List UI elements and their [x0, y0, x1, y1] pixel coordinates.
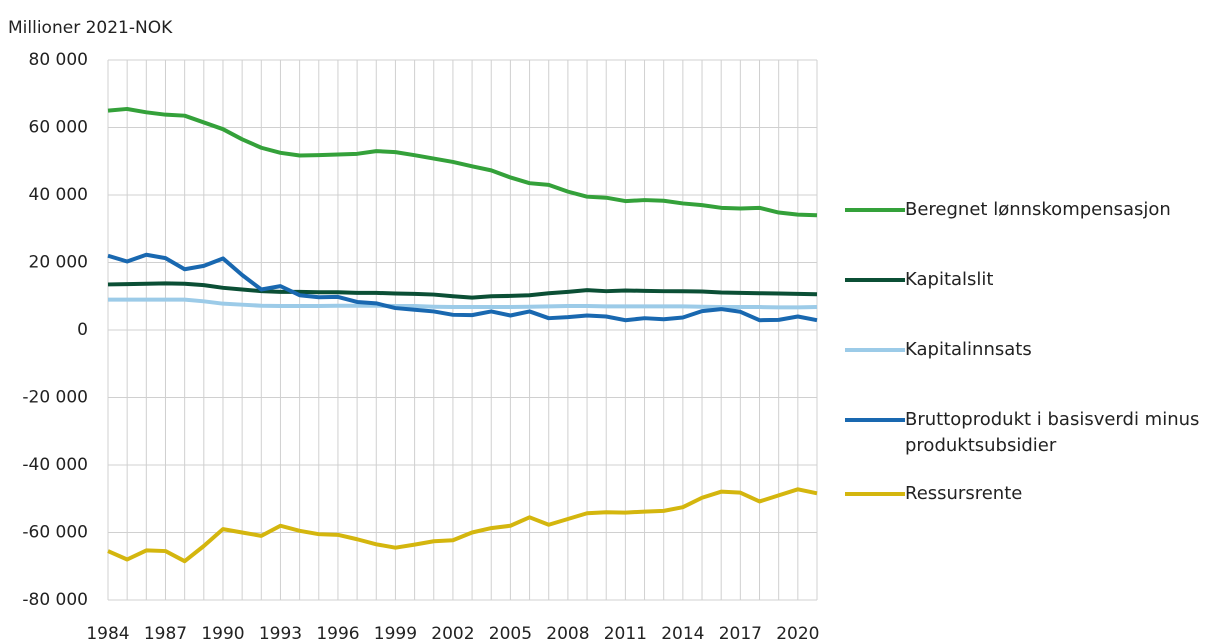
legend-label: Ressursrente	[905, 483, 1023, 504]
x-tick-label: 2020	[776, 624, 819, 642]
legend-label: Beregnet lønnskompensasjon	[905, 199, 1171, 220]
legend-item: Kapitalinnsats	[845, 337, 1230, 363]
y-tick-label: 20 000	[29, 253, 88, 273]
x-tick-label: 2011	[604, 624, 647, 642]
y-tick-label: -20 000	[22, 388, 88, 408]
legend-swatch	[845, 418, 905, 422]
y-tick-label: 80 000	[29, 50, 88, 70]
series-line	[107, 106, 818, 218]
legend-item: Bruttoprodukt i basisverdi minus produkt…	[845, 407, 1230, 459]
y-tick-label: -40 000	[22, 455, 88, 475]
x-tick-label: 1999	[374, 624, 417, 642]
x-tick-label: 2014	[661, 624, 704, 642]
y-tick-label: 0	[77, 320, 88, 340]
x-tick-label: 1993	[259, 624, 302, 642]
x-tick-label: 1987	[144, 624, 187, 642]
legend-item: Beregnet lønnskompensasjon	[845, 197, 1230, 223]
y-tick-label: -80 000	[22, 590, 88, 610]
x-tick-label: 2002	[431, 624, 474, 642]
legend-item: Ressursrente	[845, 481, 1230, 507]
y-tick-label: 40 000	[29, 185, 88, 205]
y-tick-label: 60 000	[29, 118, 88, 138]
legend-label: Kapitalslit	[905, 269, 994, 290]
x-tick-label: 2008	[546, 624, 589, 642]
x-tick-label: 2005	[489, 624, 532, 642]
legend-item: Kapitalslit	[845, 267, 1230, 293]
legend-swatch	[845, 492, 905, 496]
legend: Beregnet lønnskompensasjon Kapitalslit Kap…	[845, 0, 1232, 642]
y-axis-title: Millioner 2021-NOK	[8, 18, 173, 38]
legend-label: Bruttoprodukt i basisverdi minus produkt…	[905, 409, 1200, 456]
legend-swatch	[845, 278, 905, 282]
x-tick-label: 2017	[719, 624, 762, 642]
series-line	[108, 297, 818, 310]
x-tick-label: 1984	[86, 624, 129, 642]
legend-swatch	[845, 208, 905, 212]
series-line	[107, 252, 818, 323]
legend-swatch	[845, 348, 905, 352]
x-tick-label: 1990	[201, 624, 244, 642]
x-tick-label: 1996	[316, 624, 359, 642]
y-tick-label: -60 000	[22, 523, 88, 543]
series-line	[107, 281, 818, 300]
legend-label: Kapitalinnsats	[905, 339, 1032, 360]
series-line	[107, 487, 818, 564]
